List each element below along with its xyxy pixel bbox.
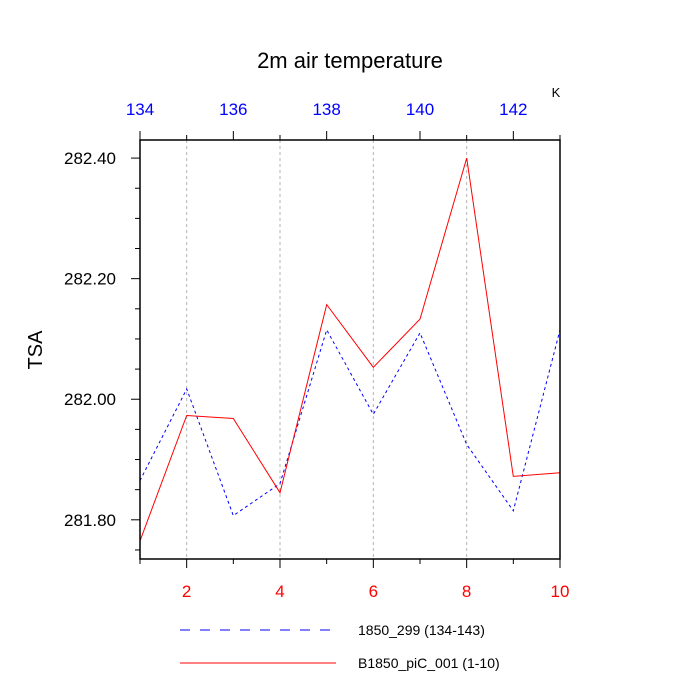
x-bottom-tick-label: 4 — [275, 582, 284, 601]
series-line-1 — [139, 328, 561, 517]
y-tick-label: 282.00 — [64, 390, 116, 409]
y-tick-label: 281.80 — [64, 511, 116, 530]
legend-label-series-1: 1850_299 (134-143) — [358, 622, 485, 638]
x-top-tick-label: 134 — [126, 100, 154, 119]
x-bottom-tick-label: 2 — [182, 582, 191, 601]
x-bottom-tick-label: 10 — [551, 582, 570, 601]
units-label: K — [552, 85, 561, 100]
series-lines — [139, 157, 561, 542]
chart-title: 2m air temperature — [257, 48, 443, 73]
x-top-tick-label: 142 — [499, 100, 527, 119]
legend-label-series-2: B1850_piC_001 (1-10) — [358, 655, 500, 671]
grid-lines — [186, 140, 468, 559]
x-bottom-tick-label: 8 — [462, 582, 471, 601]
y-axis-label: TSA — [25, 330, 47, 370]
y-tick-label: 282.40 — [64, 149, 116, 168]
legend: 1850_299 (134-143) B1850_piC_001 (1-10) — [180, 622, 500, 671]
axes: 281.80 282.00 282.20 282.40 2 4 6 8 10 134 136 138 1… — [64, 100, 569, 601]
plot-frame — [139, 139, 561, 560]
series-line-2 — [139, 157, 561, 542]
x-top-tick-label: 138 — [312, 100, 340, 119]
y-tick-label: 282.20 — [64, 270, 116, 289]
x-bottom-tick-label: 6 — [369, 582, 378, 601]
x-top-tick-label: 140 — [406, 100, 434, 119]
x-top-tick-label: 136 — [219, 100, 247, 119]
